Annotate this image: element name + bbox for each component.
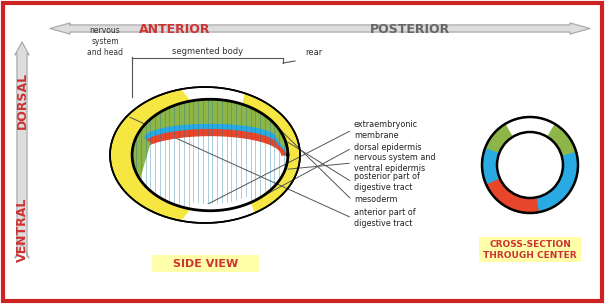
Polygon shape [562, 153, 578, 165]
Text: VENTRAL: VENTRAL [16, 198, 28, 262]
Polygon shape [132, 99, 288, 178]
Polygon shape [110, 89, 190, 221]
Text: dorsal epidermis: dorsal epidermis [354, 143, 422, 153]
Polygon shape [132, 99, 288, 211]
Text: extraembryonic
membrane: extraembryonic membrane [354, 120, 418, 140]
FancyBboxPatch shape [479, 237, 581, 262]
Polygon shape [482, 149, 500, 185]
Polygon shape [485, 117, 577, 157]
Circle shape [497, 132, 563, 198]
Text: POSTERIOR: POSTERIOR [370, 23, 450, 36]
Polygon shape [132, 99, 288, 155]
Text: anterior part of
digestive tract: anterior part of digestive tract [354, 208, 416, 228]
Text: ANTERIOR: ANTERIOR [139, 23, 211, 36]
Polygon shape [190, 197, 251, 211]
Polygon shape [506, 117, 554, 136]
Text: DORSAL: DORSAL [16, 71, 28, 129]
Polygon shape [243, 93, 300, 213]
Text: nervous
system
and head: nervous system and head [87, 26, 123, 57]
Text: mesoderm: mesoderm [354, 195, 397, 205]
Polygon shape [15, 42, 29, 258]
Text: segmented body: segmented body [172, 47, 243, 56]
Text: posterior part of
digestive tract: posterior part of digestive tract [354, 172, 420, 192]
Polygon shape [110, 87, 300, 223]
Polygon shape [132, 99, 288, 167]
Text: nervous system and
ventral epidermis: nervous system and ventral epidermis [354, 153, 436, 173]
Polygon shape [536, 165, 578, 212]
FancyBboxPatch shape [152, 255, 259, 272]
Text: SIDE VIEW: SIDE VIEW [174, 259, 238, 269]
Polygon shape [50, 23, 590, 34]
Text: CROSS-SECTION
THROUGH CENTER: CROSS-SECTION THROUGH CENTER [483, 240, 577, 260]
Polygon shape [486, 179, 538, 213]
Text: rear: rear [305, 48, 322, 57]
